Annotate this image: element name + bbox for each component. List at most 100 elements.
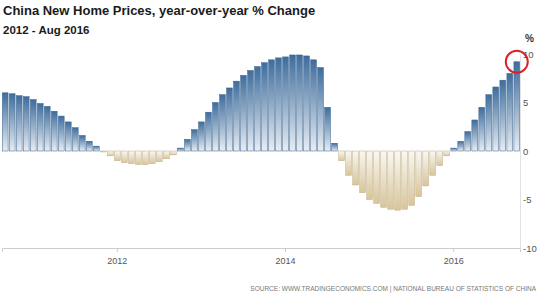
bar [157,151,163,162]
bar [451,148,457,151]
bar [248,70,254,151]
bar [107,151,113,156]
bar [192,130,198,151]
bar [444,151,450,156]
bar [9,94,15,151]
bar [353,151,359,185]
bar [486,95,492,151]
bar [346,151,352,175]
bar [72,128,78,151]
tick-label: 2016 [444,256,464,266]
bar [269,60,275,151]
bar [37,103,43,151]
bars [2,55,519,210]
tick-label: -10 [523,243,537,254]
bar [262,63,268,151]
tick: 2014 [276,248,296,266]
bar [395,151,401,210]
bar [325,107,331,151]
bar [416,151,422,197]
subtitle: 2012 - Aug 2016 [3,24,90,36]
tick-mark [117,248,118,252]
bar [493,87,499,151]
bar [367,151,373,200]
bar [227,88,233,151]
bar [121,151,127,163]
bar [150,151,156,164]
bar [100,151,106,153]
tick: 2016 [444,248,464,266]
bar [234,81,240,151]
bar [283,57,289,151]
bar [479,107,485,151]
tick: 0 [520,146,528,157]
x-axis: 2012 2014 2016 [3,248,521,266]
bar [388,151,394,209]
bar [458,141,464,151]
bar [213,103,219,152]
tick: -5 [520,194,531,205]
highlight-circle [506,51,528,73]
tick-label: 5 [523,97,528,108]
bar [500,80,506,151]
bar [297,55,303,151]
bar [276,58,282,151]
tick-label: -5 [523,194,531,205]
bar [65,122,71,151]
bar [135,151,141,165]
bar [290,55,296,151]
bar [465,132,471,151]
tick-mark [453,248,454,252]
bar [374,151,380,203]
bar [339,151,345,161]
tick: -10 [520,243,537,254]
bar [44,106,50,151]
source: SOURCE: WWW.TRADINGECONOMICS.COM | NATIO… [250,285,536,293]
bar [178,148,184,151]
bar [16,96,22,151]
bar [93,146,99,151]
tick-mark [285,248,286,252]
bar [2,93,8,151]
tick: 2012 [107,248,127,266]
title: China New Home Prices, year-over-year % … [3,3,315,18]
chart: 201220142016-10-50510China New Home Pric… [0,0,540,296]
bar [86,141,92,151]
axis-line [3,249,521,253]
bar [241,75,247,151]
bar [199,122,205,151]
bar [58,116,64,151]
bar [164,151,170,159]
bar [409,151,415,205]
y-axis: -10-50510 [520,49,537,254]
bar [507,73,513,151]
bar [360,151,366,193]
tick-label: 2012 [107,256,127,266]
tick: 5 [520,97,528,108]
tick-label: 2014 [276,256,296,266]
bar [423,151,429,186]
bar [23,97,29,151]
bar [220,95,226,151]
bar [206,112,212,151]
bar [311,60,317,151]
bar [128,151,134,164]
bar [381,151,387,207]
bar [143,151,149,165]
bar [472,120,478,151]
y-label: % [525,33,534,44]
bar [51,111,57,151]
bar [437,151,443,166]
bar [30,100,36,151]
bar [402,151,408,209]
bar [430,151,436,175]
bar [185,139,191,151]
bar [304,56,310,151]
bar [318,68,324,151]
bar [255,67,261,151]
bar [514,62,520,151]
bar [171,151,177,155]
axis-line [520,55,521,249]
bar [114,151,120,161]
bar [332,143,338,151]
